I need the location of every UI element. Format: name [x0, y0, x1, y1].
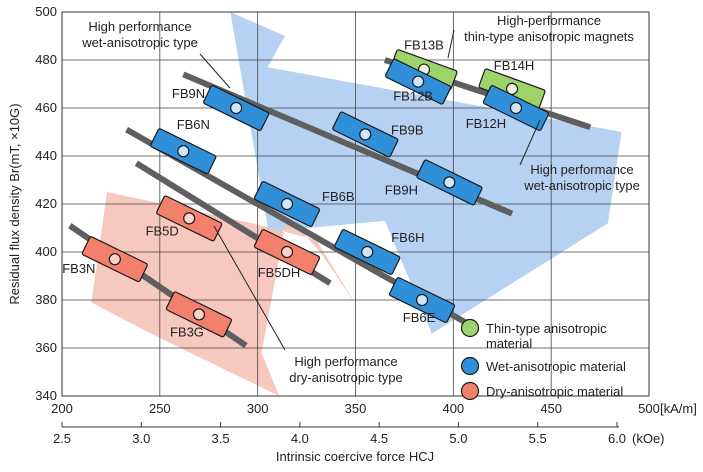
- annotation-line: wet-anisotropic type: [81, 35, 198, 50]
- legend-label: Wet-anisotropic material: [486, 359, 626, 374]
- marker-fb6n: [150, 128, 217, 175]
- legend-swatch-circle: [460, 356, 480, 376]
- point-label-fb12h: FB12H: [466, 116, 506, 131]
- annotation-line: dry-anisotropic type: [289, 370, 402, 385]
- annotation-line: High performance: [88, 19, 191, 34]
- annotation-line: High-performance: [497, 13, 601, 28]
- legend-label-line: material: [486, 336, 532, 351]
- marker-dot: [359, 128, 372, 141]
- marker-fb6b: [253, 181, 321, 227]
- marker-dot: [361, 245, 374, 259]
- point-label-fb9b: FB9B: [391, 122, 424, 137]
- legend-swatch: [460, 318, 480, 338]
- x-unit-label: [kA/m]: [660, 401, 697, 416]
- marker-fb12b: [385, 58, 452, 105]
- annotation-line: High performance: [294, 354, 397, 369]
- legend-swatch: [460, 381, 480, 401]
- annotation-leader: [199, 53, 231, 89]
- annotation-line: thin-type anisotropic magnets: [464, 29, 634, 44]
- point-label-fb12b: FB12B: [393, 89, 433, 104]
- marker-dot: [108, 253, 121, 266]
- y-tick-label: 340: [35, 388, 57, 403]
- legend-swatch: [460, 356, 480, 376]
- secondary-axis-tick-label: 4.5: [370, 431, 388, 446]
- dry-anisotropic-region: [91, 192, 358, 396]
- legend-label: Dry-anisotropic material: [486, 384, 623, 399]
- annotation-2: High-performance thin-type anisotropic ma…: [464, 13, 634, 44]
- marker-fb6e: [388, 277, 456, 323]
- annotation-1: High performance wet-anisotropic type: [81, 19, 198, 50]
- marker-dot: [280, 197, 294, 211]
- point-label-fb6e: FB6E: [403, 310, 436, 325]
- annotation-leader: [447, 29, 455, 59]
- y-tick-label: 400: [35, 244, 57, 259]
- marker-dot: [192, 308, 206, 321]
- secondary-axis-tick-label: 2.5: [53, 431, 71, 446]
- point-label-fb9n: FB9N: [172, 86, 205, 101]
- secondary-axis-tick-label: 4.0: [291, 431, 309, 446]
- x-tick-label: 500: [638, 401, 660, 416]
- point-label-fb6b: FB6B: [322, 189, 355, 204]
- legend-label-line: Thin-type anisotropic: [486, 321, 607, 336]
- y-tick-label: 460: [35, 100, 57, 115]
- point-label-fb5d: FB5D: [146, 223, 179, 238]
- annotation-leader: [213, 225, 286, 351]
- secondary-axis-tick-label: 5.0: [449, 431, 467, 446]
- plot-frame: [61, 11, 650, 397]
- point-label-fb14h: FB14H: [494, 58, 534, 73]
- x-tick-label: 350: [345, 401, 367, 416]
- marker-dot: [415, 293, 429, 307]
- y-tick-label: 500: [35, 4, 57, 19]
- marker-dot: [443, 176, 456, 189]
- marker-dot: [412, 75, 425, 88]
- legend-label: Thin-type anisotropic material: [486, 321, 607, 351]
- secondary-axis-tick-label: 5.5: [529, 431, 547, 446]
- marker-fb12h: [482, 85, 550, 131]
- marker-dot: [183, 212, 196, 225]
- marker-fb9b: [332, 111, 399, 158]
- x-tick-label: 300: [247, 401, 269, 416]
- y-tick-label: 440: [35, 148, 57, 163]
- point-label-fb5dh: FB5DH: [258, 265, 301, 280]
- marker-fb3g: [165, 291, 233, 338]
- secondary-axis-tick-label: 3.0: [132, 431, 150, 446]
- point-label-fb6h: FB6H: [391, 230, 424, 245]
- y-axis-title: Residual flux density Br(mT, ×10G): [7, 103, 22, 304]
- annotation-3: High performance wet-anisotropic type: [523, 162, 640, 193]
- annotation-line: wet-anisotropic type: [523, 178, 640, 193]
- marker-dot: [280, 245, 294, 259]
- x-tick-label: 400: [442, 401, 464, 416]
- marker-fb6h: [334, 229, 401, 275]
- marker-dot: [177, 145, 190, 158]
- marker-fb3n: [81, 236, 148, 283]
- x-tick-label: 450: [540, 401, 562, 416]
- y-tick-label: 360: [35, 340, 57, 355]
- legend-swatch-circle: [460, 318, 480, 338]
- secondary-axis-tick-label: 6.0: [608, 431, 626, 446]
- annotation-line: High performance: [530, 162, 633, 177]
- legend-swatch-circle: [460, 381, 480, 401]
- x-tick-label: 250: [149, 401, 171, 416]
- marker-dot: [230, 101, 243, 115]
- x-tick-label: 200: [51, 401, 73, 416]
- point-label-fb9h: FB9H: [385, 182, 418, 197]
- point-label-fb13b: FB13B: [404, 38, 444, 53]
- marker-dot: [509, 101, 523, 115]
- x-axis-title: Intrinsic coercive force HCJ: [276, 449, 434, 464]
- point-label-fb3g: FB3G: [170, 324, 204, 339]
- marker-fb9n: [203, 85, 270, 131]
- point-label-fb3n: FB3N: [62, 261, 95, 276]
- y-tick-label: 420: [35, 196, 57, 211]
- y-tick-label: 380: [35, 292, 57, 307]
- annotation-4: High performance dry-anisotropic type: [289, 354, 402, 385]
- marker-fb9h: [416, 159, 483, 206]
- y-tick-label: 480: [35, 52, 57, 67]
- marker-fb5dh: [253, 229, 321, 275]
- annotation-leader: [519, 119, 541, 166]
- secondary-axis-unit: (kOe): [632, 431, 665, 446]
- point-label-fb6n: FB6N: [177, 117, 210, 132]
- secondary-axis-tick-label: 3.5: [212, 431, 230, 446]
